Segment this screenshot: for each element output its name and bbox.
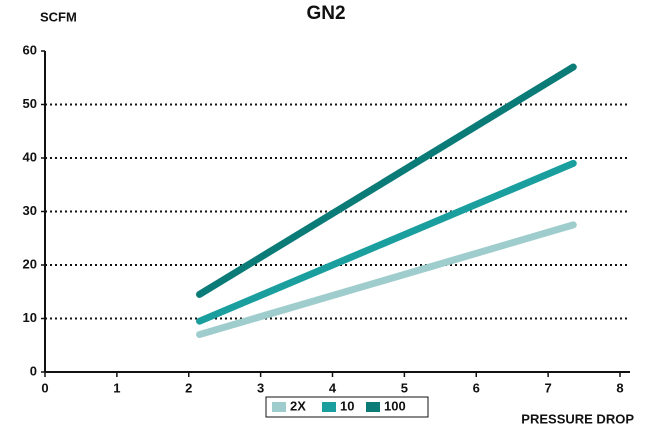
y-tick-label: 20 [23,256,37,271]
x-axis-label: PRESSURE DROP [521,411,634,426]
x-tick-label: 1 [113,380,120,395]
x-tick-label: 8 [616,380,623,395]
x-tick-label: 6 [473,380,480,395]
legend-box [265,396,429,418]
x-tick-label: 3 [257,380,264,395]
y-tick-label: 60 [23,42,37,57]
series-line [196,221,577,339]
x-tick-label: 4 [329,380,337,395]
legend-swatch [272,402,286,412]
y-tick-label: 40 [23,149,37,164]
y-tick-label: 50 [23,96,37,111]
legend-label: 10 [340,398,354,413]
y-tick-label: 10 [23,310,37,325]
legend: 2X 10 100 [265,396,429,418]
x-tick-label: 5 [401,380,408,395]
y-tick-label: 30 [23,203,37,218]
x-tick-label: 0 [41,380,48,395]
legend-label: 100 [384,398,406,413]
series-line [196,159,577,325]
y-tick-label: 0 [30,363,37,378]
legend-swatch [366,402,380,412]
series-line [196,63,577,298]
y-axis-label: SCFM [40,9,77,24]
legend-label: 2X [290,398,306,413]
x-tick-label: 7 [545,380,552,395]
chart-title: GN2 [306,3,345,24]
x-tick-label: 2 [185,380,192,395]
legend-swatch [322,402,336,412]
